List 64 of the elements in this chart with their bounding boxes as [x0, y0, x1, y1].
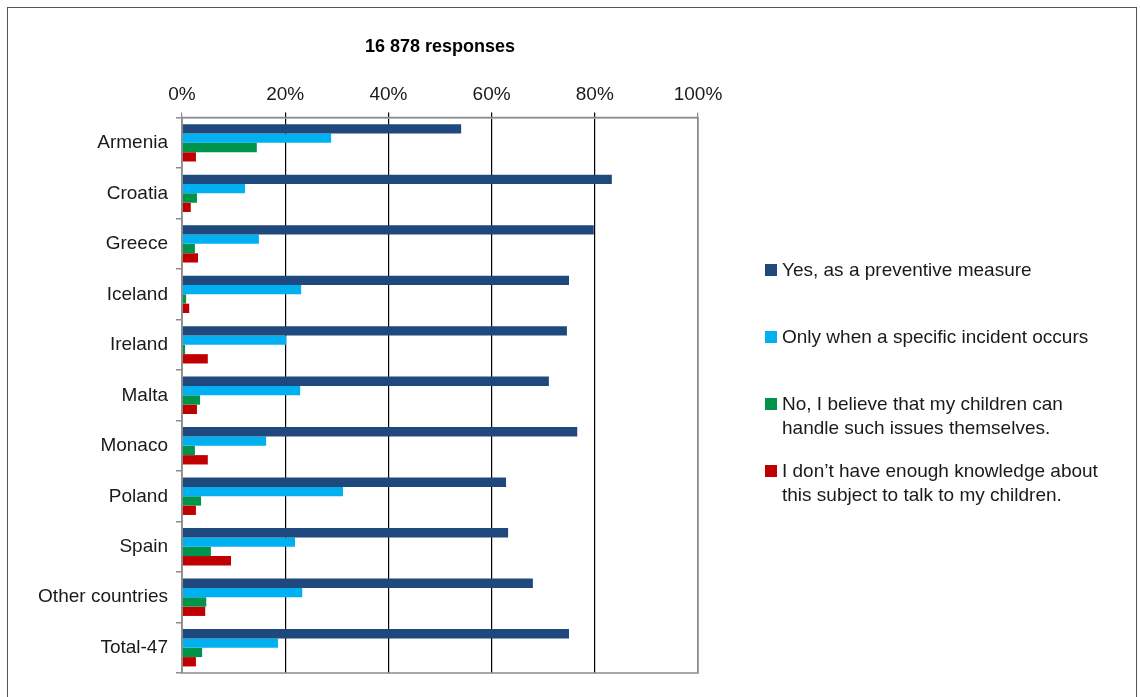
- bar: [182, 427, 578, 437]
- bar: [182, 436, 267, 446]
- legend-label: Yes, as a preventive measure: [782, 258, 1032, 282]
- bar: [182, 537, 295, 547]
- y-tick-label: Other countries: [38, 585, 168, 607]
- legend-label: I don’t have enough knowledge about this subject to talk to my children.: [782, 459, 1099, 507]
- bar: [182, 284, 302, 295]
- bar: [182, 455, 208, 465]
- y-tick-label: Croatia: [106, 181, 169, 203]
- y-tick-label: Greece: [105, 232, 168, 254]
- bar: [182, 376, 549, 386]
- y-tick-label: Poland: [108, 484, 168, 506]
- chart-title: 16 878 responses: [364, 35, 516, 56]
- y-tick-label: Ireland: [109, 333, 168, 355]
- bar: [182, 606, 206, 616]
- y-tick-label: Iceland: [106, 282, 168, 304]
- bar: [182, 528, 509, 538]
- bar: [182, 445, 195, 456]
- bar: [182, 275, 569, 285]
- bar: [182, 404, 197, 414]
- legend-label: Only when a specific incident occurs: [782, 325, 1089, 349]
- bar: [182, 556, 232, 566]
- x-tick-label: 40%: [369, 83, 408, 105]
- bar: [182, 385, 301, 396]
- bar: [182, 124, 462, 134]
- bar: [182, 638, 278, 648]
- bar: [182, 477, 507, 487]
- bar: [182, 225, 594, 235]
- x-tick-label: 0%: [168, 83, 196, 105]
- bar: [182, 578, 533, 588]
- legend-label: No, I believe that my children can handle such issues themselves.: [782, 392, 1064, 440]
- bar: [182, 193, 197, 203]
- bar: [182, 234, 259, 244]
- x-tick-label: 100%: [673, 83, 723, 105]
- bar: [182, 335, 287, 345]
- bar: [182, 326, 567, 336]
- bar: [182, 202, 191, 213]
- bar: [182, 133, 332, 143]
- x-tick-label: 80%: [575, 83, 614, 105]
- bar: [182, 152, 196, 162]
- bar: [182, 629, 569, 639]
- bar: [182, 184, 245, 194]
- bar: [182, 142, 257, 153]
- y-tick-label: Total-47: [100, 635, 168, 657]
- x-tick-label: 20%: [266, 83, 305, 105]
- bar: [182, 496, 202, 506]
- bar: [182, 486, 343, 497]
- bar: [182, 505, 196, 515]
- y-tick-label: Spain: [119, 535, 168, 557]
- x-tick-label: 60%: [472, 83, 511, 105]
- y-tick-label: Malta: [121, 383, 169, 405]
- bar: [182, 546, 211, 557]
- y-tick-label: Armenia: [97, 131, 169, 153]
- bar: [182, 253, 198, 263]
- bar: [182, 294, 187, 304]
- bar: [182, 587, 303, 598]
- bar: [182, 354, 208, 364]
- bar: [182, 597, 207, 607]
- bar: [182, 243, 195, 254]
- bar: [182, 395, 201, 405]
- bar: [182, 174, 612, 184]
- bar: [182, 647, 203, 658]
- bar: [182, 657, 196, 667]
- y-tick-label: Monaco: [100, 434, 168, 456]
